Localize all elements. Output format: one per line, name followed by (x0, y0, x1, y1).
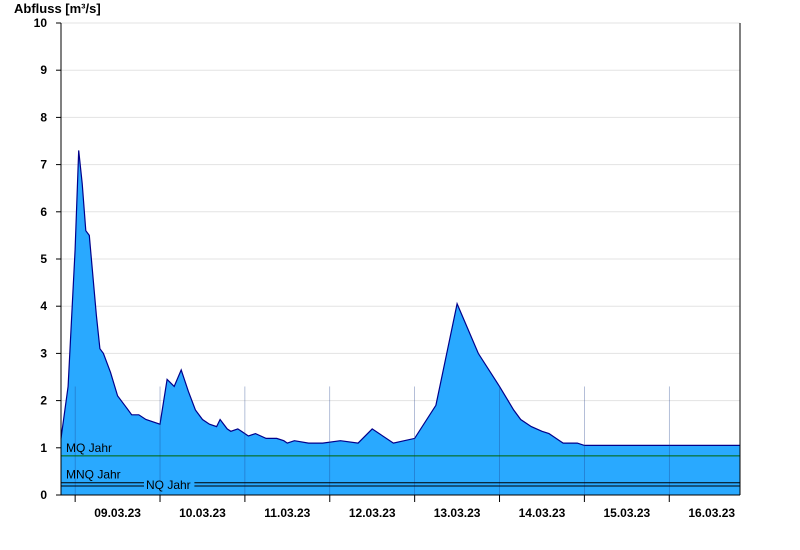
y-tick-label: 0 (40, 488, 47, 502)
day-lines (74, 386, 670, 495)
y-axis-title: Abfluss [m³/s] (14, 1, 101, 16)
y-tick-label: 7 (40, 158, 47, 172)
y-tick-label: 6 (40, 205, 47, 219)
x-tick-label: 16.03.23 (688, 506, 735, 520)
reference-label-bg (144, 481, 195, 492)
y-tick-label: 10 (34, 16, 48, 30)
x-ticks: 09.03.23 10.03.23 11.03.23 12.03.23 13.03.23… (74, 495, 735, 520)
y-ticks: 0 1 2 3 4 5 6 7 8 9 10 (34, 16, 61, 502)
discharge-area (60, 150, 740, 495)
x-tick-label: 12.03.23 (349, 506, 396, 520)
y-tick-label: 1 (40, 441, 47, 455)
reference-label: NQ Jahr (146, 478, 191, 492)
y-tick-label: 4 (40, 299, 47, 313)
x-tick-label: 11.03.23 (264, 506, 310, 520)
discharge-line (60, 150, 740, 446)
x-tick-label: 13.03.23 (434, 506, 481, 520)
y-tick-label: 5 (40, 252, 47, 266)
y-tick-label: 3 (40, 346, 47, 360)
x-tick-label: 15.03.23 (603, 506, 650, 520)
y-tick-label: 8 (40, 110, 47, 124)
y-tick-label: 9 (40, 63, 47, 77)
reference-label: MQ Jahr (66, 441, 112, 455)
x-tick-label: 14.03.23 (519, 506, 566, 520)
x-tick-label: 09.03.23 (94, 506, 141, 520)
grid (61, 22, 740, 449)
discharge-area-fill (61, 150, 740, 495)
reference-label: MNQ Jahr (66, 468, 121, 482)
reference-lines: MQ Jahr MNQ Jahr NQ Jahr (61, 441, 740, 492)
y-tick-label: 2 (40, 394, 47, 408)
x-tick-label: 10.03.23 (179, 506, 226, 520)
